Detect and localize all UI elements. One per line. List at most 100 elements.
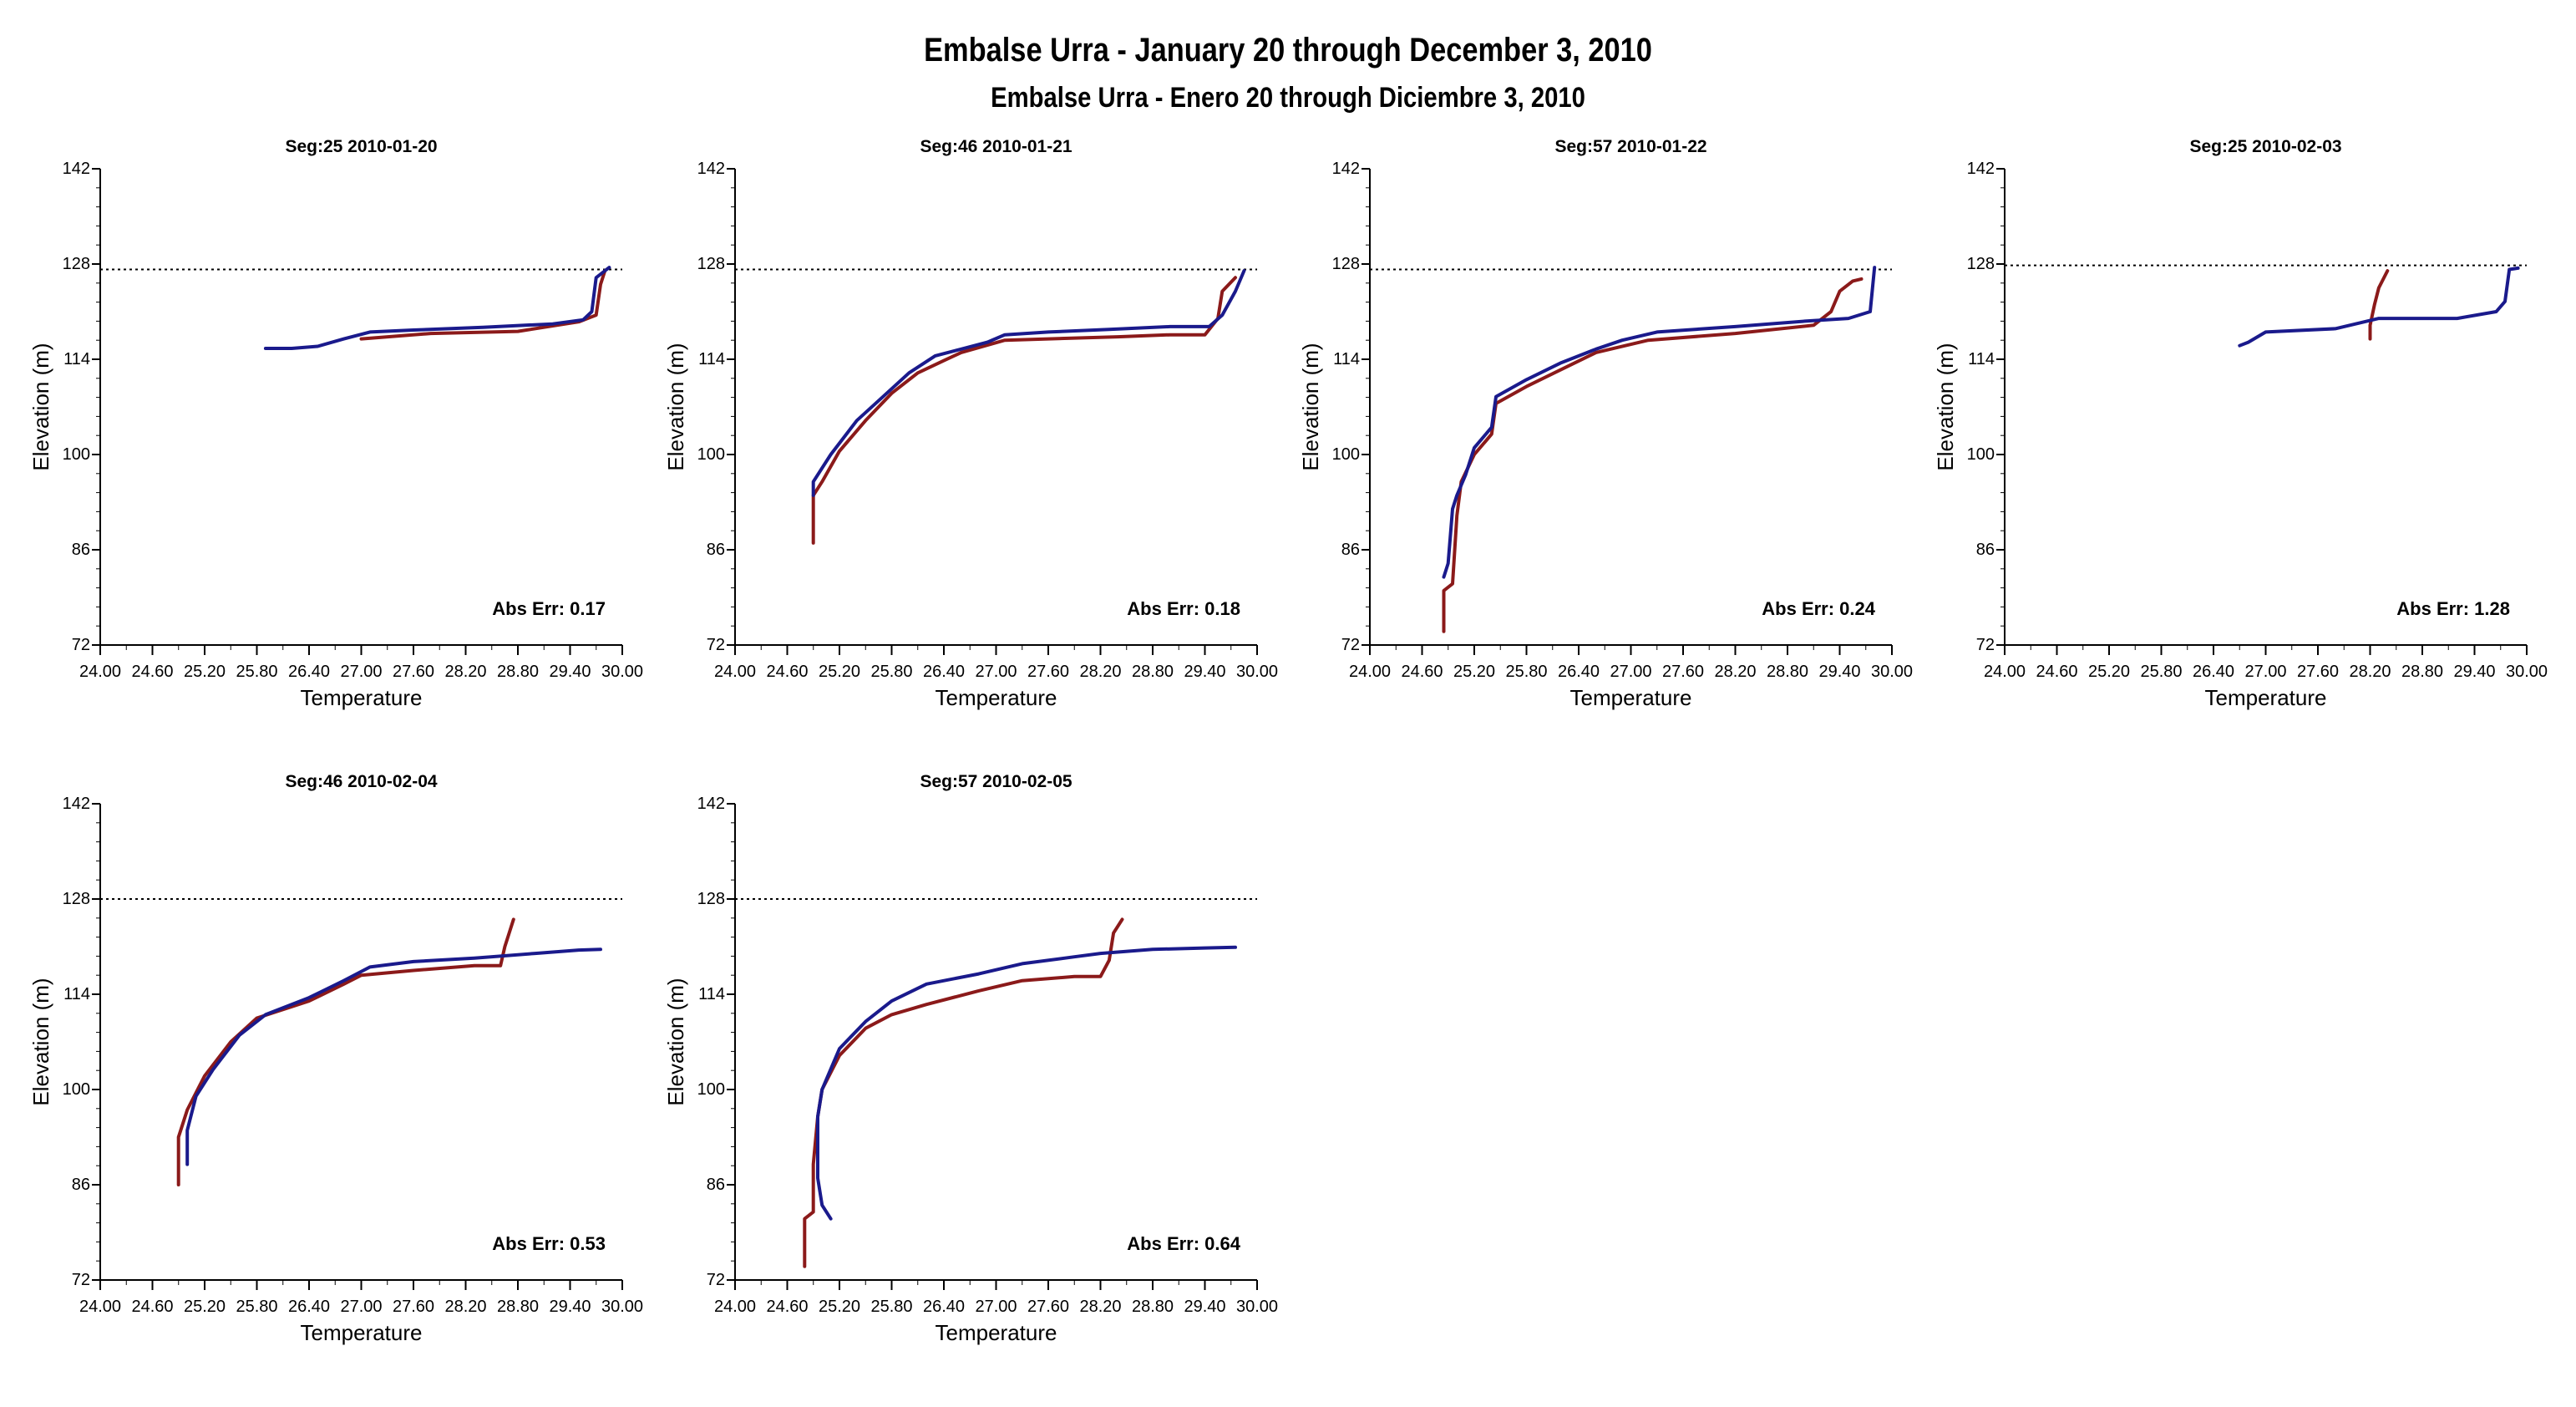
x-axis-title: Temperature [1570,685,1692,710]
panel-title: Seg:46 2010-02-04 [285,772,437,791]
x-tick-label: 27.60 [1662,663,1704,681]
chart-panel-3: Seg:57 2010-01-22 72 86 100 114 128 142 24.00 24… [1298,137,1913,710]
model-profile-line [1442,266,1877,579]
y-axis-title: Elevation (m) [28,343,53,470]
y-tick-label: 72 [707,636,725,654]
y-tick-label: 114 [63,350,90,368]
y-tick-label: 72 [707,1271,725,1289]
x-tick-label: 25.20 [2088,663,2130,681]
y-tick-label: 142 [63,795,90,813]
x-tick-label: 24.00 [79,1298,121,1316]
chart-main-title: Embalse Urra - January 20 through Decemb… [924,32,1652,69]
y-tick-label: 72 [1976,636,1995,654]
y-tick-label: 100 [1332,445,1360,464]
y-tick-label: 128 [1967,255,1995,273]
y-axis-title: Elevation (m) [663,978,688,1105]
observed-profile-line [811,276,1237,545]
y-tick-label: 72 [72,636,90,654]
x-tick-label: 29.40 [549,1298,591,1316]
y-tick-label: 100 [697,1080,725,1099]
y-tick-label: 142 [1332,160,1360,178]
x-tick-label: 25.20 [184,663,226,681]
chart-panel-1: Seg:25 2010-01-20 72 86 100 114 128 142 24.00 24… [28,137,643,710]
x-tick-label: 28.20 [444,663,486,681]
model-profile-line [185,947,602,1166]
y-axis-title: Elevation (m) [1933,343,1958,470]
x-tick-label: 26.40 [2193,663,2234,681]
x-tick-label: 24.00 [714,663,756,681]
observed-profile-line [1442,277,1864,633]
y-tick-label: 128 [697,255,725,273]
panel-title: Seg:46 2010-01-21 [920,137,1072,156]
panel-title: Seg:57 2010-02-05 [920,772,1072,791]
y-tick-label: 86 [707,1176,725,1194]
y-tick-label: 86 [1976,541,1995,559]
x-tick-label: 27.60 [1027,663,1069,681]
x-tick-label: 30.00 [2506,663,2548,681]
abs-error-label: Abs Err: 0.53 [492,1233,606,1254]
x-tick-label: 24.00 [1349,663,1391,681]
chart-panel-5: Seg:46 2010-02-04 72 86 100 114 128 142 24.00 24… [28,772,643,1345]
y-axis-title: Elevation (m) [663,343,688,470]
x-tick-label: 28.20 [1079,1298,1121,1316]
x-tick-label: 25.80 [2140,663,2182,681]
x-tick-label: 25.80 [870,1298,912,1316]
x-tick-label: 24.00 [79,663,121,681]
x-tick-label: 25.20 [819,663,860,681]
x-tick-label: 26.40 [923,663,965,681]
y-tick-label: 128 [63,255,90,273]
y-tick-label: 128 [63,890,90,908]
abs-error-label: Abs Err: 0.17 [492,598,606,619]
x-tick-label: 27.00 [340,1298,382,1316]
x-tick-label: 28.80 [1767,663,1808,681]
x-tick-label: 26.40 [288,1298,330,1316]
x-axis-title: Temperature [936,685,1057,710]
observed-profile-line [176,917,515,1186]
x-tick-label: 30.00 [601,1298,643,1316]
y-tick-label: 142 [63,160,90,178]
x-tick-label: 24.00 [714,1298,756,1316]
x-tick-label: 27.60 [393,1298,434,1316]
x-tick-label: 29.40 [1818,663,1860,681]
x-tick-label: 27.60 [1027,1298,1069,1316]
y-tick-label: 142 [1967,160,1995,178]
chart-panel-6: Seg:57 2010-02-05 72 86 100 114 128 142 24.00 24… [663,772,1278,1345]
y-tick-label: 128 [1332,255,1360,273]
x-tick-label: 29.40 [2453,663,2495,681]
x-tick-label: 25.80 [236,663,277,681]
y-tick-label: 142 [697,160,725,178]
panel-title: Seg:25 2010-02-03 [2189,137,2341,156]
x-tick-label: 27.00 [2244,663,2286,681]
x-axis-title: Temperature [301,1320,423,1345]
observed-profile-line [2368,269,2390,341]
y-tick-label: 86 [72,541,90,559]
chart-panel-2: Seg:46 2010-01-21 72 86 100 114 128 142 24.00 24… [663,137,1278,710]
x-tick-label: 27.00 [340,663,382,681]
y-tick-label: 86 [707,541,725,559]
x-tick-label: 28.80 [497,1298,539,1316]
y-tick-label: 142 [697,795,725,813]
x-tick-label: 28.20 [444,1298,486,1316]
abs-error-label: Abs Err: 0.24 [1762,598,1875,619]
model-profile-line [263,266,611,350]
x-tick-label: 30.00 [1236,1298,1278,1316]
x-tick-label: 30.00 [601,663,643,681]
x-tick-label: 26.40 [288,663,330,681]
x-tick-label: 27.60 [393,663,434,681]
x-tick-label: 27.00 [975,1298,1017,1316]
x-tick-label: 24.60 [1401,663,1443,681]
y-axis-title: Elevation (m) [28,978,53,1105]
chart-subtitle: Embalse Urra - Enero 20 through Diciembr… [991,82,1585,114]
y-tick-label: 100 [63,445,90,464]
x-tick-label: 24.60 [766,663,808,681]
model-profile-line [811,269,1246,497]
x-tick-label: 28.80 [1132,663,1174,681]
x-axis-title: Temperature [2205,685,2327,710]
y-tick-label: 72 [1341,636,1360,654]
x-tick-label: 25.20 [184,1298,226,1316]
y-tick-label: 100 [1967,445,1995,464]
x-tick-label: 25.80 [236,1298,277,1316]
x-tick-label: 24.60 [131,663,173,681]
x-tick-label: 29.40 [1184,663,1225,681]
